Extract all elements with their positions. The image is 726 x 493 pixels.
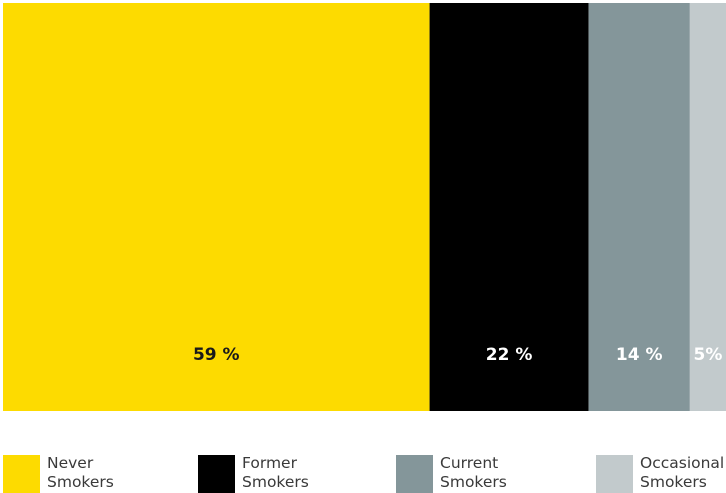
bar-segment-occasional-smokers — [689, 3, 726, 411]
bar-segment-former-smokers — [429, 3, 589, 411]
bar-value-label-occasional-smokers: 5% — [693, 345, 722, 365]
bar-segment-current-smokers — [588, 3, 690, 411]
bar-value-label-former-smokers: 22 % — [486, 345, 533, 365]
bar-segments — [3, 3, 726, 411]
bar-value-labels: 59 % 22 % 14 % 5% — [193, 345, 722, 365]
bar-segment-never-smokers — [3, 3, 430, 411]
bar-value-label-never-smokers: 59 % — [193, 345, 240, 365]
bar-value-label-current-smokers: 14 % — [616, 345, 663, 365]
